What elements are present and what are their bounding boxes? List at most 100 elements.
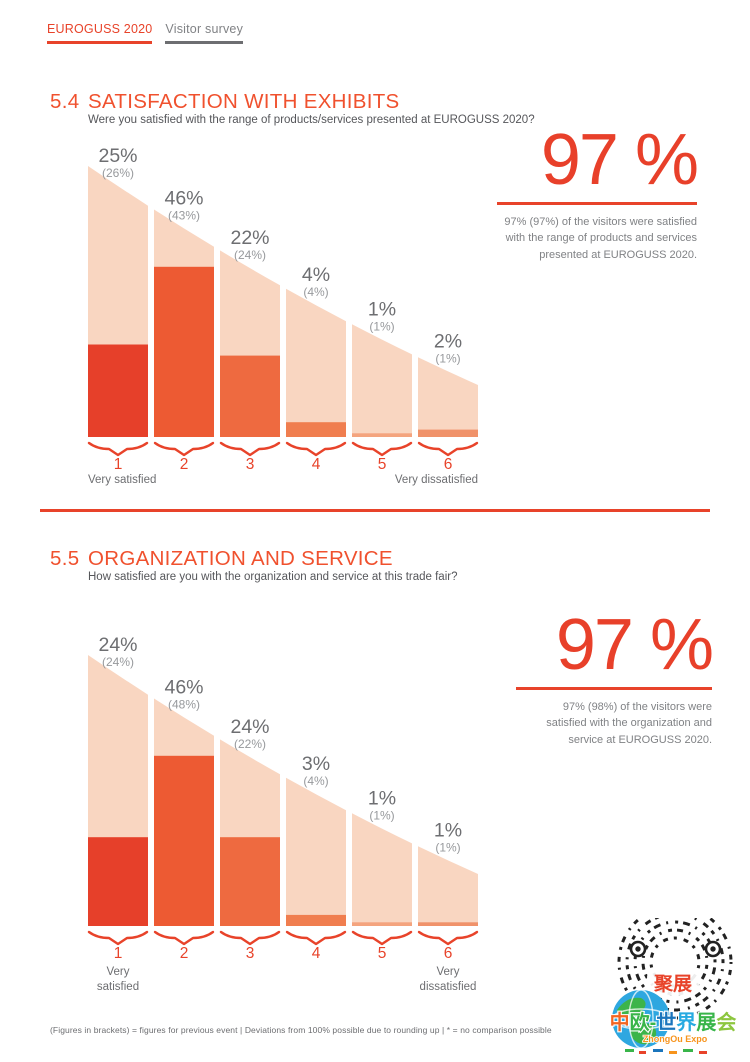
stat-rule <box>516 686 712 690</box>
value-label: 24% <box>230 716 269 738</box>
previous-value-label: (1%) <box>369 809 394 823</box>
value-label: 3% <box>302 753 330 775</box>
value-label: 1% <box>434 819 462 841</box>
envelope-slice <box>286 288 346 437</box>
logo-badge-text: 聚展 <box>653 973 692 995</box>
bar <box>88 837 148 926</box>
stat-value: 97 % <box>555 605 714 685</box>
section-question-5-4: Were you satisfied with the range of pro… <box>88 114 535 126</box>
axis-bracket <box>417 441 479 457</box>
axis-bracket <box>219 930 281 946</box>
previous-value-label: (1%) <box>435 840 460 854</box>
value-label: 46% <box>164 187 203 209</box>
qr-eye-icon <box>629 940 647 958</box>
category-number: 5 <box>378 945 387 962</box>
bar <box>88 344 148 437</box>
survey-label: Visitor survey <box>165 22 244 44</box>
value-label: 1% <box>368 788 396 810</box>
section-title: ORGANIZATION AND SERVICE <box>88 547 393 570</box>
organization-bar-chart: 24%(24%)146%(48%)224%(22%)33%(4%)41%(1%)… <box>87 634 479 993</box>
axis-bracket <box>219 441 281 457</box>
previous-value-label: (43%) <box>168 208 200 222</box>
bar <box>154 755 214 926</box>
stat-description-line: 97% (97%) of the visitors were satisfied <box>504 215 697 228</box>
value-label: 2% <box>434 330 462 352</box>
envelope-slice <box>418 357 478 437</box>
axis-left-label: Very <box>106 966 129 978</box>
axis-bracket <box>417 930 479 946</box>
axis-bracket <box>285 930 347 946</box>
brand-title: EUROGUSS 2020 <box>47 22 153 44</box>
section-title: SATISFACTION WITH EXHIBITS <box>88 90 400 113</box>
value-label: 4% <box>302 264 330 286</box>
envelope-slice <box>286 777 346 926</box>
bar <box>418 922 478 926</box>
axis-left-label: Very satisfied <box>88 474 156 486</box>
stat-description-line: 97% (98%) of the visitors were <box>562 700 712 713</box>
stat-block-organization: 97 % 97% (98%) of the visitors were sati… <box>516 605 714 748</box>
axis-right-label: Very dissatisfied <box>395 474 478 486</box>
envelope-slice <box>418 846 478 926</box>
stat-description-line: satisfied with the organization and <box>546 717 712 730</box>
bar <box>154 266 214 437</box>
bar <box>286 422 346 437</box>
value-label: 25% <box>98 145 137 167</box>
category-number: 1 <box>114 456 123 473</box>
qr-eye-icon <box>704 940 722 958</box>
previous-value-label: (24%) <box>234 248 266 262</box>
stat-rule <box>497 201 697 205</box>
bar <box>286 914 346 926</box>
category-number: 4 <box>312 945 321 962</box>
logo-title: 中欧-世界展会 <box>610 1010 737 1034</box>
logo-subtitle: ZhongOu Expo <box>643 1034 708 1044</box>
category-number: 6 <box>444 945 453 962</box>
value-label: 46% <box>164 676 203 698</box>
previous-value-label: (22%) <box>234 737 266 751</box>
envelope-slice <box>352 813 412 926</box>
footnote: (Figures in brackets) = figures for prev… <box>50 1025 552 1035</box>
bar <box>220 355 280 437</box>
page-header: EUROGUSS 2020 Visitor survey <box>47 22 244 44</box>
category-number: 3 <box>246 945 255 962</box>
previous-value-label: (24%) <box>102 655 134 669</box>
bar <box>418 429 478 437</box>
category-number: 5 <box>378 456 387 473</box>
expo-logo: 聚展 中欧-世界展会 ZhongOu Expo <box>609 918 737 1054</box>
section-heading-5-4: 5.4 SATISFACTION WITH EXHIBITS <box>50 90 400 114</box>
stat-description-line: service at EUROGUSS 2020. <box>568 733 712 746</box>
stat-description-line: with the range of products and services <box>505 232 697 245</box>
section-divider <box>40 509 710 512</box>
axis-bracket <box>351 930 413 946</box>
previous-value-label: (4%) <box>303 285 328 299</box>
category-number: 6 <box>444 456 453 473</box>
axis-bracket <box>285 441 347 457</box>
previous-value-label: (4%) <box>303 774 328 788</box>
exhibits-bar-chart: 25%(26%)146%(43%)222%(24%)34%(4%)41%(1%)… <box>87 145 479 486</box>
category-number: 2 <box>180 945 189 962</box>
value-label: 24% <box>98 634 137 656</box>
section-heading-5-5: 5.5 ORGANIZATION AND SERVICE <box>50 547 393 571</box>
previous-value-label: (1%) <box>435 351 460 365</box>
badge-background <box>647 971 699 995</box>
category-number: 4 <box>312 456 321 473</box>
previous-value-label: (1%) <box>369 320 394 334</box>
bar <box>220 837 280 926</box>
category-number: 1 <box>114 945 123 962</box>
globe-icon <box>611 989 671 1049</box>
logo-color-dashes <box>625 1049 707 1054</box>
envelope-slice <box>352 324 412 437</box>
category-number: 2 <box>180 456 189 473</box>
axis-right-label: dissatisfied <box>420 981 477 993</box>
axis-right-label: Very <box>436 966 459 978</box>
axis-bracket <box>87 441 149 457</box>
previous-value-label: (26%) <box>102 166 134 180</box>
bar <box>352 433 412 437</box>
category-number: 3 <box>246 456 255 473</box>
axis-bracket <box>153 441 215 457</box>
axis-bracket <box>351 441 413 457</box>
section-number: 5.4 <box>50 90 80 113</box>
stat-description-line: presented at EUROGUSS 2020. <box>539 248 697 261</box>
bar <box>352 922 412 926</box>
value-label: 22% <box>230 227 269 249</box>
